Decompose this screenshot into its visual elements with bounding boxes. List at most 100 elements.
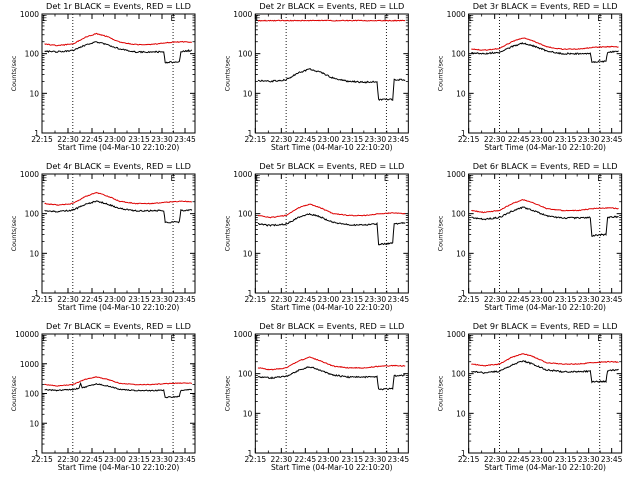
x-tick-label: 23:45 [388,295,410,304]
panel-8: Det 8r BLACK = Events, RED = LLD 1 10 100 10… [223,321,409,472]
y-axis-label: Counts/sec [10,375,18,411]
x-tick-label: 22:30 [271,135,293,144]
x-tick-label: 22:45 [508,455,530,464]
y-tick-label: 1 [248,129,253,138]
plot-frame [254,13,409,134]
x-axis-label: Start Time (04-Mar-10 22:10:20) [271,143,393,152]
y-tick-label: 1000 [20,360,39,369]
x-tick-label: 22:45 [508,135,530,144]
events-series-line [257,366,406,391]
x-tick-label: 23:30 [365,295,387,304]
events-series-line [44,200,193,224]
x-tick-label: 23:00 [318,295,340,304]
y-tick-label: 1000 [20,170,39,179]
x-tick-label: 23:00 [104,295,126,304]
x-tick-label: 22:15 [31,135,53,144]
panel-5: Det 5r BLACK = Events, RED = LLD 1 10 100 10… [223,161,409,312]
plot-frame [41,13,196,134]
event-marker: E [42,174,47,183]
lld-series-line [471,353,619,367]
x-tick-label: 22:15 [458,135,480,144]
x-tick-label: 22:45 [508,295,530,304]
panel-2: Det 2r BLACK = Events, RED = LLD 1 10 100 10… [223,1,409,152]
events-series-line [471,360,619,384]
x-tick-label: 23:30 [151,135,173,144]
y-tick-label: 100 [238,50,253,59]
x-tick-label: 22:30 [484,135,506,144]
event-marker: E [42,14,47,23]
x-tick-label: 22:30 [484,455,506,464]
x-tick-label: 23:30 [365,455,387,464]
event-marker: E [42,334,47,343]
y-tick-label: 100 [238,370,253,379]
x-tick-label: 22:30 [484,295,506,304]
x-tick-label: 23:45 [601,295,623,304]
y-tick-label: 1000 [233,170,252,179]
x-axis-label: Start Time (04-Mar-10 22:10:20) [484,303,606,312]
lld-series-line [257,356,406,371]
y-tick-label: 1000 [20,10,39,19]
panel-title: Det 8r BLACK = Events, RED = LLD [259,321,404,331]
event-marker: E [171,14,176,23]
y-tick-label: 10000 [15,330,39,339]
x-tick-label: 23:15 [342,295,364,304]
y-tick-label: 10 [29,249,39,258]
y-tick-label: 1 [248,289,253,298]
x-tick-label: 23:00 [104,135,126,144]
x-tick-label: 22:45 [81,295,103,304]
y-tick-label: 1 [461,289,466,298]
x-axis-label: Start Time (04-Mar-10 22:10:20) [484,143,606,152]
plot-frame [41,333,196,454]
y-axis-label: Counts/sec [437,55,445,91]
panel-title: Det 4r BLACK = Events, RED = LLD [46,161,191,171]
lld-series-line [257,19,406,22]
event-marker: E [171,334,176,343]
panel-9: Det 9r BLACK = Events, RED = LLD 1 10 100 10… [437,321,623,472]
y-tick-label: 10 [456,409,466,418]
y-axis-label: Counts/sec [223,375,231,411]
event-marker: E [597,174,602,183]
y-tick-label: 100 [25,390,40,399]
y-tick-label: 10 [456,89,466,98]
x-axis-label: Start Time (04-Mar-10 22:10:20) [58,143,180,152]
event-marker: E [469,174,474,183]
y-axis-label: Counts/sec [223,55,231,91]
x-tick-label: 23:30 [151,295,173,304]
panel-title: Det 1r BLACK = Events, RED = LLD [46,1,191,11]
x-tick-label: 23:00 [531,135,553,144]
panel-title: Det 6r BLACK = Events, RED = LLD [473,161,618,171]
event-marker: E [384,14,389,23]
panel-1: Det 1r BLACK = Events, RED = LLD 1 10 100 10… [10,1,196,152]
x-tick-label: 22:15 [245,135,267,144]
x-tick-label: 23:45 [601,135,623,144]
plot-frame [468,333,623,454]
y-axis-label: Counts/sec [10,55,18,91]
x-tick-label: 23:00 [318,135,340,144]
x-tick-label: 22:30 [271,295,293,304]
x-tick-label: 22:30 [57,295,79,304]
y-tick-label: 1 [34,449,39,458]
lld-series-line [44,32,192,47]
event-marker: E [255,334,260,343]
event-marker: E [171,174,176,183]
y-tick-label: 1000 [233,10,252,19]
y-tick-label: 1 [34,289,39,298]
x-tick-label: 22:45 [295,135,317,144]
x-tick-label: 22:30 [57,455,79,464]
y-tick-label: 1 [248,449,253,458]
y-tick-label: 10 [243,249,253,258]
y-tick-label: 100 [451,370,466,379]
x-tick-label: 23:30 [151,455,173,464]
panel-title: Det 3r BLACK = Events, RED = LLD [473,1,618,11]
y-tick-label: 10 [243,89,253,98]
x-tick-label: 22:30 [271,455,293,464]
y-tick-label: 10 [29,89,39,98]
event-marker: E [384,334,389,343]
y-tick-label: 1000 [233,330,252,339]
y-tick-label: 10 [243,409,253,418]
y-tick-label: 100 [25,50,40,59]
x-tick-label: 23:00 [318,455,340,464]
panel-title: Det 5r BLACK = Events, RED = LLD [259,161,404,171]
